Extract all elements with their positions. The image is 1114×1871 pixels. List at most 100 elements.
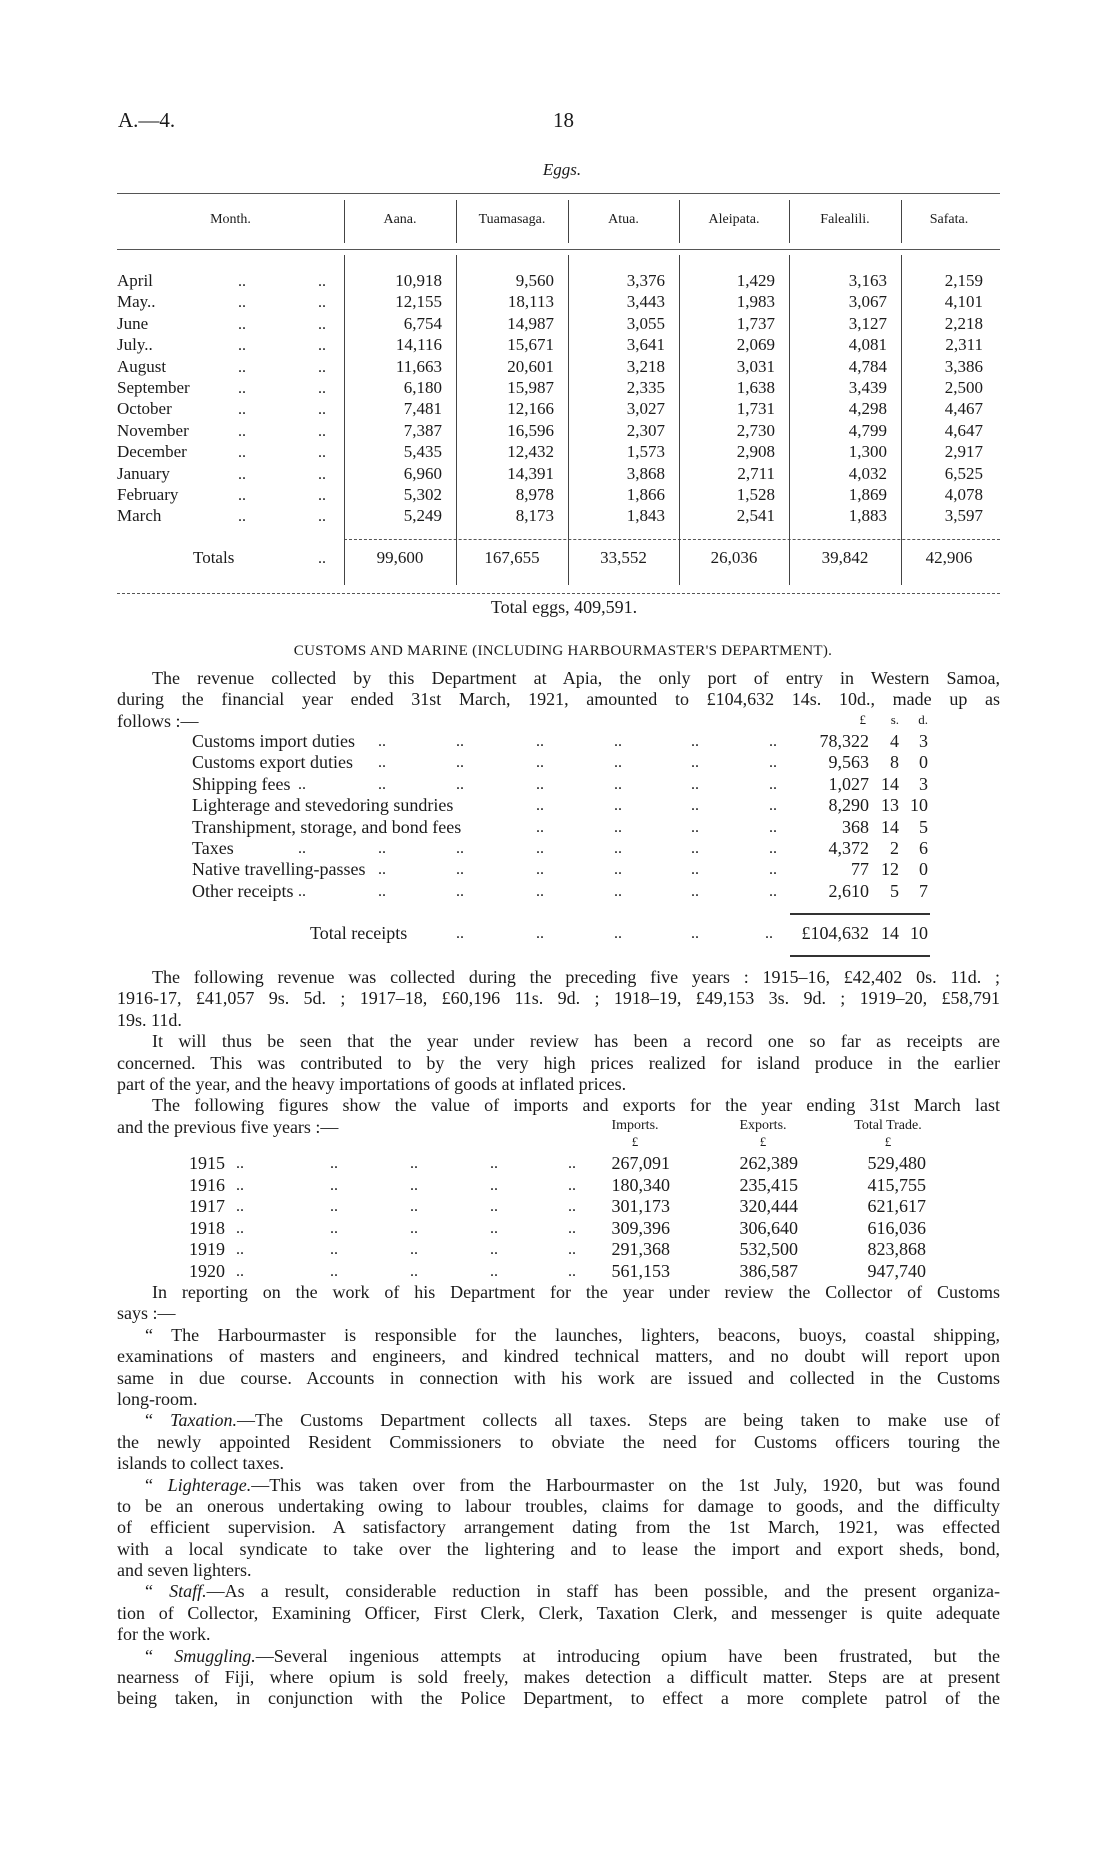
leader-dots: .. [330,1176,338,1194]
egg-count: 8,173 [515,506,554,526]
egg-count: 3,031 [736,356,775,376]
leader-dots: .. [614,840,622,857]
text-line: and the previous five years :— [117,1117,1000,1138]
text-line: 19s. 11d. [117,1010,1000,1031]
line-text: and seven lighters. [117,1560,252,1581]
trade-imports: 291,368 [611,1239,671,1260]
shillings-value: 14 [881,923,899,943]
trade-row: 1918.......... 309,396 306,640 616,036 [0,1218,1114,1239]
leader-dots: .. [236,1219,244,1237]
egg-count: 10,918 [395,271,442,290]
revenue-item: Customs export duties............ 9,563 8 0 [0,752,1114,773]
line-text: follows :— [117,710,199,731]
table-top-rule [117,193,1000,194]
leader-dots: .. [769,818,777,836]
revenue-item: Native travelling-passes............ 77 12… [0,859,1114,880]
egg-count: 5,249 [403,506,442,526]
egg-count: 5,302 [403,485,442,504]
column-header: Safata. [929,212,969,227]
egg-count: 15,671 [507,335,554,355]
eggs-row: February.... 5,302 8,978 1,866 1,528 1,869 4,0… [0,485,1114,506]
revenue-label: Other receipts [192,880,294,901]
revenue-label: Transhipment, storage, and bond fees [192,816,462,837]
line-text: The following figures show the value of … [152,1095,1000,1116]
egg-count: 1,528 [736,485,775,504]
leader-dots: .. [614,775,622,793]
trade-year: 1918 [189,1217,225,1238]
egg-count: 12,155 [395,292,442,312]
trade-row: 1916.......... 180,340 235,415 415,755 [0,1175,1114,1196]
egg-count: 7,481 [403,399,442,419]
leader-dots: .. [238,294,246,312]
egg-count: 4,647 [944,420,983,440]
leader-dots: .. [536,775,544,793]
column-divider [568,255,569,585]
egg-count: 4,081 [848,335,887,355]
egg-count: 3,067 [848,292,887,312]
revenue-label: Taxes [192,838,234,858]
leader-dots: .. [318,508,326,526]
egg-count: 2,069 [736,335,775,355]
shillings-header: s. [890,712,899,727]
leader-dots: .. [318,465,326,483]
leader-dots: .. [236,1176,244,1194]
leader-dots: .. [410,1219,418,1237]
line-text: It will thus be seen that the year under… [152,1031,1000,1052]
leader-dots: .. [298,840,306,857]
line-text: being taken, in conjunction with the Pol… [117,1688,1000,1709]
pounds-value: 368 [842,816,869,837]
egg-count: 12,166 [507,399,554,419]
trade-column-header: Total Trade. [854,1118,922,1133]
leader-dots: .. [456,840,464,857]
leader-dots: .. [378,775,386,793]
column-divider [456,255,457,585]
eggs-row: January.... 6,960 14,391 3,868 2,711 4,032 6,5… [0,464,1114,485]
text-line: “ Lighterage.—This was taken over from t… [117,1475,1000,1496]
leader-dots: .. [330,1155,338,1172]
trade-imports: 301,173 [611,1196,671,1217]
egg-count: 1,866 [626,485,665,504]
trade-imports: 267,091 [611,1153,671,1173]
leader-dots: .. [490,1219,498,1237]
trade-imports: 180,340 [611,1174,671,1195]
leader-dots: .. [238,358,246,376]
leader-dots: .. [490,1263,498,1280]
leader-dots: .. [691,925,699,942]
leader-dots: .. [614,925,622,942]
leader-dots: .. [378,754,386,772]
leader-dots: .. [318,315,326,333]
leader-dots: .. [410,1176,418,1194]
leader-dots: .. [691,882,699,900]
text-line: islands to collect taxes. [117,1453,1000,1474]
column-divider [901,200,902,243]
table-bottom-rule [117,593,1000,594]
leader-dots: .. [318,401,326,419]
line-text: and the previous five years :— [117,1116,339,1137]
month-label: August [117,356,167,376]
text-line: to be an onerous undertaking owing to la… [117,1496,1000,1517]
leader-dots: .. [318,422,326,440]
line-text: for the work. [117,1624,211,1645]
open-quote: “ [145,1410,171,1431]
egg-count: 3,641 [626,335,665,355]
eggs-row: July...... 14,116 15,671 3,641 2,069 4,081 2,3… [0,335,1114,356]
revenue-item: Lighterage and stevedoring sundries.....… [0,795,1114,816]
leader-dots: .. [769,733,777,750]
leader-dots: .. [614,861,622,879]
line-text: 19s. 11d. [117,1009,182,1030]
revenue-total: Total receipts.......... £104,632 14 10 [0,923,1114,944]
leader-dots: .. [456,861,464,879]
month-label: September [117,378,190,397]
leader-dots: .. [536,840,544,857]
month-label: October [117,399,172,419]
leader-dots: .. [769,861,777,879]
line-text: long-room. [117,1388,198,1409]
total-rule [790,913,930,915]
leader-dots: .. [490,1155,498,1172]
total-eggs: Total eggs, 409,591. [490,597,638,617]
egg-count: 18,113 [507,292,554,312]
egg-count: 9,560 [515,271,554,290]
trade-total: 621,617 [867,1196,927,1217]
egg-count: 5,435 [403,442,442,462]
page-number: 18 [553,108,574,132]
